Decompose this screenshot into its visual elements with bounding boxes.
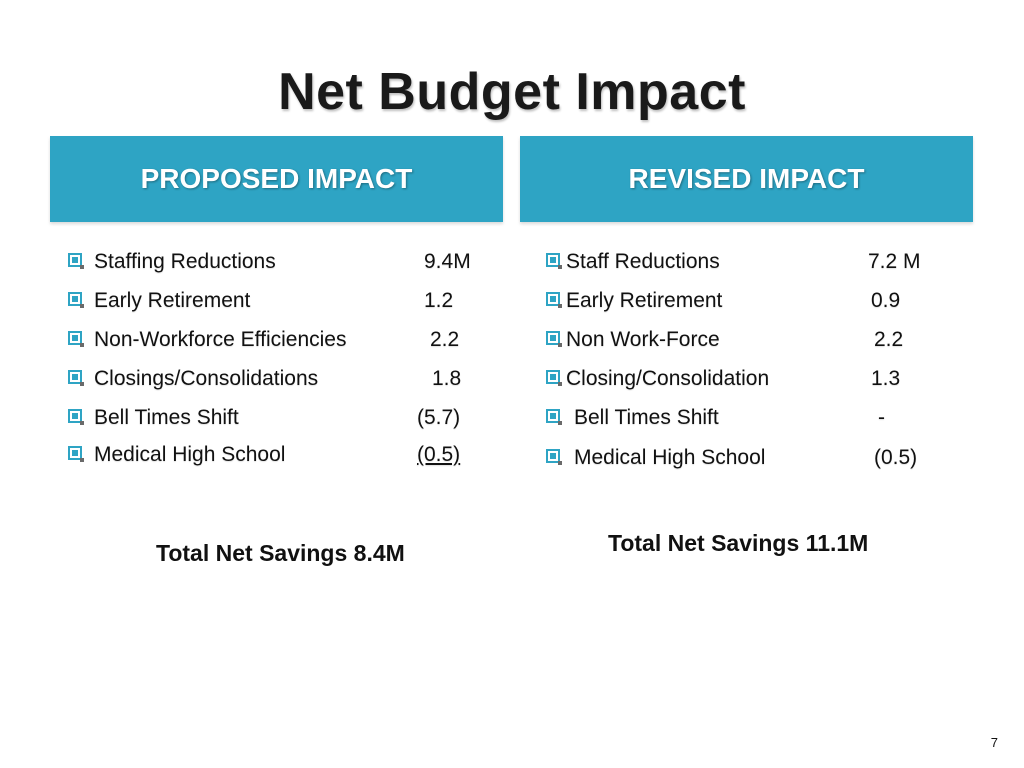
proposed-item-early-retirement: Early Retirement 1.2 (68, 289, 498, 315)
proposed-item-bell-times-shift: Bell Times Shift (5.7) (68, 406, 498, 432)
checkbox-bullet-icon (546, 449, 562, 465)
revised-item-closing-consolidation: Closing/Consolidation 1.3 (546, 367, 976, 393)
item-value: 2.2 (874, 328, 904, 351)
checkbox-bullet-icon (68, 370, 84, 386)
proposed-item-non-workforce-efficiencies: Non-Workforce Efficiencies 2.2 (68, 328, 498, 354)
item-label: Non Work-Force (566, 328, 720, 351)
item-label: Medical High School (574, 446, 766, 469)
checkbox-bullet-icon (68, 409, 84, 425)
proposed-impact-header: PROPOSED IMPACT (50, 136, 503, 222)
proposed-item-staffing-reductions: Staffing Reductions 9.4M (68, 250, 498, 276)
checkbox-bullet-icon (68, 446, 84, 462)
item-label: Closings/Consolidations (94, 367, 319, 390)
revised-item-early-retirement: Early Retirement 0.9 (546, 289, 976, 315)
checkbox-bullet-icon (546, 253, 562, 269)
item-label: Early Retirement (94, 289, 251, 312)
proposed-item-closings-consolidations: Closings/Consolidations 1.8 (68, 367, 498, 393)
item-label: Closing/Consolidation (566, 367, 770, 390)
proposed-total-net-savings: Total Net Savings 8.4M (156, 540, 405, 566)
item-value: 2.2 (430, 328, 460, 351)
item-label: Early Retirement (566, 289, 723, 312)
item-value: 1.8 (432, 367, 462, 390)
item-value: 1.2 (424, 289, 454, 312)
checkbox-bullet-icon (68, 331, 84, 347)
item-label: Non-Workforce Efficiencies (94, 328, 347, 351)
item-value: 7.2 M (868, 250, 921, 273)
item-value: - (878, 406, 885, 429)
slide-title: Net Budget Impact (278, 63, 746, 121)
revised-item-medical-high-school: Medical High School (0.5) (546, 446, 976, 472)
proposed-item-medical-high-school: Medical High School (0.5) (68, 443, 498, 469)
checkbox-bullet-icon (546, 409, 562, 425)
revised-total-net-savings: Total Net Savings 11.1M (608, 530, 869, 556)
item-value: (0.5) (874, 446, 918, 469)
revised-item-staff-reductions: Staff Reductions 7.2 M (546, 250, 976, 276)
checkbox-bullet-icon (68, 292, 84, 308)
item-value: 0.9 (871, 289, 901, 312)
revised-item-bell-times-shift: Bell Times Shift - (546, 406, 976, 432)
item-label: Medical High School (94, 443, 286, 466)
item-value: (5.7) (417, 406, 461, 429)
checkbox-bullet-icon (546, 331, 562, 347)
item-value: 9.4M (424, 250, 471, 273)
item-label: Bell Times Shift (94, 406, 239, 429)
item-value: (0.5) (417, 443, 461, 466)
revised-impact-header-label: REVISED IMPACT (628, 163, 865, 194)
checkbox-bullet-icon (546, 370, 562, 386)
item-label: Staffing Reductions (94, 250, 276, 273)
item-label: Bell Times Shift (574, 406, 719, 429)
proposed-impact-header-label: PROPOSED IMPACT (140, 163, 413, 194)
revised-item-non-work-force: Non Work-Force 2.2 (546, 328, 976, 354)
item-value: 1.3 (871, 367, 901, 390)
revised-impact-header: REVISED IMPACT (520, 136, 973, 222)
item-label: Staff Reductions (566, 250, 720, 273)
checkbox-bullet-icon (68, 253, 84, 269)
checkbox-bullet-icon (546, 292, 562, 308)
page-number: 7 (990, 735, 998, 750)
